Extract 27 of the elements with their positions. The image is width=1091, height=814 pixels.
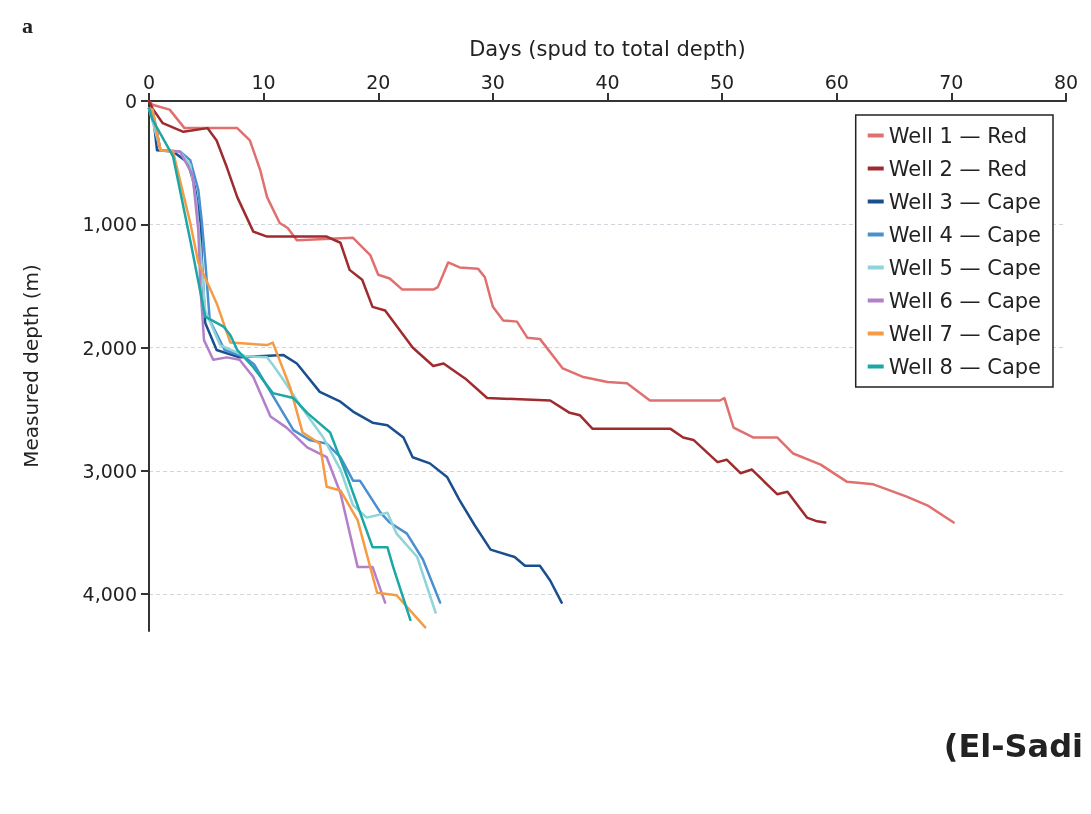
x-tick-label: 50	[710, 70, 735, 93]
x-tick-label: 20	[366, 70, 391, 93]
y-tick-label: 1,000	[82, 213, 137, 236]
legend-label: Well 8 — Cape	[888, 354, 1042, 379]
legend-label: Well 6 — Cape	[888, 288, 1042, 313]
x-tick-label: 70	[939, 70, 964, 93]
legend-label: Well 4 — Cape	[888, 222, 1042, 247]
x-tick-label: 0	[142, 70, 156, 93]
legend-label: Well 1 — Red	[888, 123, 1028, 148]
y-tick-label: 0	[124, 90, 137, 112]
x-tick-label: 60	[824, 70, 849, 93]
y-tick-label: 2,000	[82, 336, 137, 359]
x-tick-label: 40	[595, 70, 620, 93]
y-axis-title: Measured depth (m)	[19, 264, 43, 468]
line-series	[147, 99, 827, 524]
legend-label: Well 7 — Cape	[888, 321, 1042, 346]
y-tick-label: 3,000	[82, 459, 137, 482]
x-tick-label: 10	[251, 70, 276, 93]
x-tick-label: 80	[1053, 70, 1079, 93]
x-tick-label: 30	[480, 70, 505, 93]
x-axis-title: Days (spud to total depth)	[469, 36, 746, 61]
legend-label: Well 2 — Red	[888, 156, 1028, 181]
text: a	[22, 12, 33, 38]
legend-label: Well 5 — Cape	[888, 255, 1042, 280]
legend-label: Well 3 — Cape	[888, 189, 1042, 214]
text: (El-Sadi	[943, 727, 1083, 765]
y-tick-label: 4,000	[82, 583, 137, 606]
